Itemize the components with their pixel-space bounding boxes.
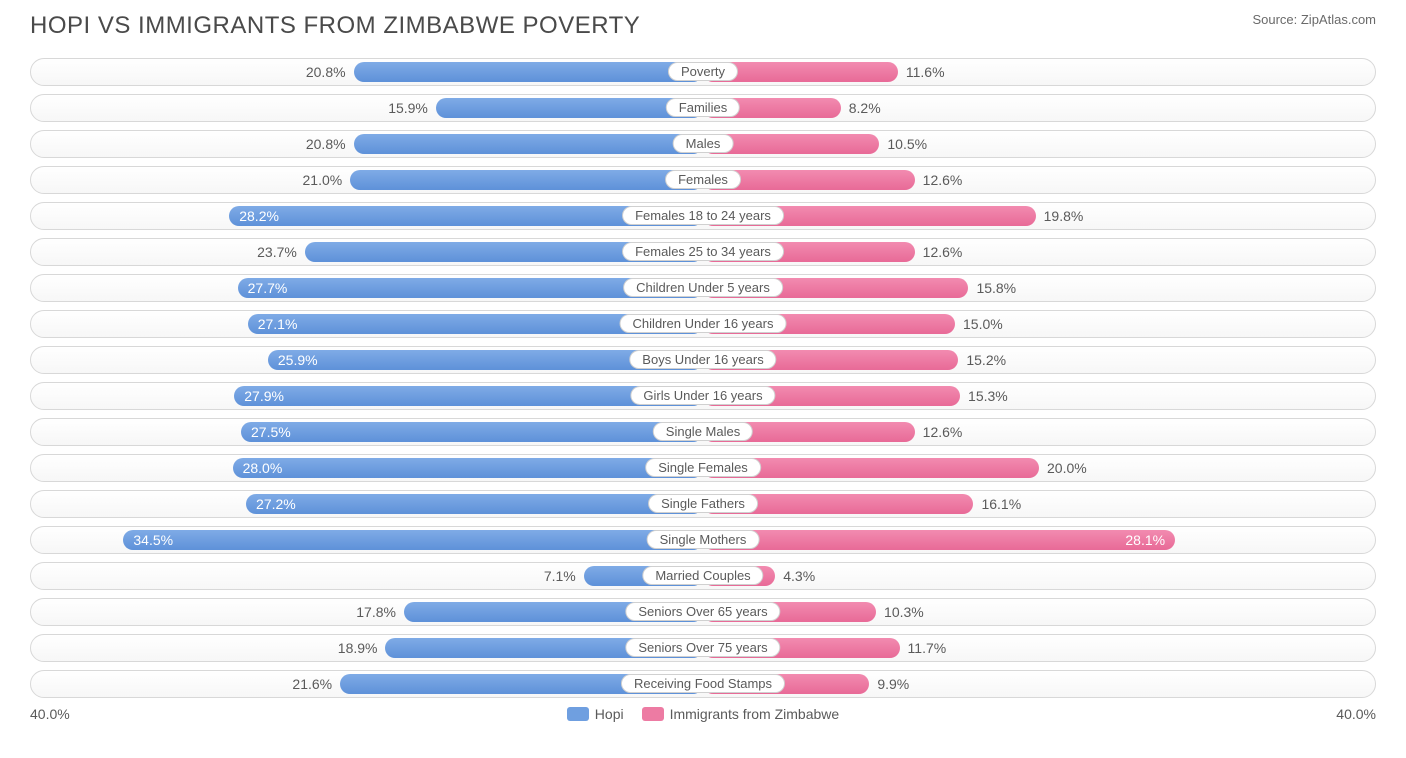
category-label: Females — [665, 170, 741, 189]
chart-title: HOPI VS IMMIGRANTS FROM ZIMBABWE POVERTY — [30, 12, 640, 40]
chart-row: 28.2% 19.8% Females 18 to 24 years — [30, 202, 1376, 230]
category-label: Males — [673, 134, 734, 153]
legend-item-zimbabwe: Immigrants from Zimbabwe — [642, 706, 840, 722]
category-label: Children Under 16 years — [620, 314, 787, 333]
value-label-zimbabwe: 12.6% — [915, 419, 963, 445]
bar-hopi — [123, 530, 703, 550]
value-label-hopi: 23.7% — [257, 239, 305, 265]
axis-max-left: 40.0% — [30, 706, 70, 722]
value-label-hopi: 7.1% — [544, 563, 584, 589]
category-label: Receiving Food Stamps — [621, 674, 785, 693]
bar-zimbabwe — [703, 530, 1175, 550]
chart-header: HOPI VS IMMIGRANTS FROM ZIMBABWE POVERTY… — [30, 12, 1376, 40]
bar-hopi — [354, 134, 703, 154]
value-label-zimbabwe: 28.1% — [1125, 527, 1175, 553]
value-label-zimbabwe: 11.6% — [898, 59, 945, 85]
value-label-hopi: 21.6% — [292, 671, 340, 697]
value-label-zimbabwe: 10.5% — [879, 131, 927, 157]
chart-row: 27.7% 15.8% Children Under 5 years — [30, 274, 1376, 302]
value-label-hopi: 27.5% — [241, 419, 291, 445]
chart-area: 20.8% 11.6% Poverty 15.9% 8.2% Families 20.8% 1… — [30, 58, 1376, 698]
value-label-zimbabwe: 11.7% — [900, 635, 947, 661]
chart-row: 18.9% 11.7% Seniors Over 75 years — [30, 634, 1376, 662]
value-label-zimbabwe: 8.2% — [841, 95, 881, 121]
bar-hopi — [354, 62, 703, 82]
value-label-hopi: 28.0% — [233, 455, 283, 481]
chart-row: 21.6% 9.9% Receiving Food Stamps — [30, 670, 1376, 698]
legend-swatch-zimbabwe — [642, 707, 664, 721]
chart-source: Source: ZipAtlas.com — [1252, 12, 1376, 27]
chart-row: 28.0% 20.0% Single Females — [30, 454, 1376, 482]
chart-row: 27.1% 15.0% Children Under 16 years — [30, 310, 1376, 338]
legend: Hopi Immigrants from Zimbabwe — [567, 706, 839, 722]
value-label-hopi: 20.8% — [306, 59, 354, 85]
value-label-hopi: 34.5% — [123, 527, 173, 553]
category-label: Girls Under 16 years — [630, 386, 775, 405]
chart-row: 20.8% 10.5% Males — [30, 130, 1376, 158]
bar-hopi — [233, 458, 703, 478]
legend-label-zimbabwe: Immigrants from Zimbabwe — [670, 706, 840, 722]
legend-label-hopi: Hopi — [595, 706, 624, 722]
chart-row: 15.9% 8.2% Families — [30, 94, 1376, 122]
chart-footer: 40.0% Hopi Immigrants from Zimbabwe 40.0… — [30, 706, 1376, 722]
value-label-zimbabwe: 15.2% — [958, 347, 1006, 373]
value-label-zimbabwe: 15.8% — [968, 275, 1016, 301]
bar-hopi — [436, 98, 703, 118]
category-label: Families — [666, 98, 740, 117]
value-label-zimbabwe: 12.6% — [915, 239, 963, 265]
value-label-hopi: 27.9% — [234, 383, 284, 409]
category-label: Seniors Over 75 years — [625, 638, 780, 657]
bar-hopi — [241, 422, 703, 442]
category-label: Females 18 to 24 years — [622, 206, 784, 225]
value-label-zimbabwe: 4.3% — [775, 563, 815, 589]
bar-hopi — [350, 170, 703, 190]
value-label-zimbabwe: 12.6% — [915, 167, 963, 193]
value-label-hopi: 20.8% — [306, 131, 354, 157]
value-label-hopi: 28.2% — [229, 203, 279, 229]
category-label: Single Females — [645, 458, 761, 477]
value-label-hopi: 17.8% — [356, 599, 404, 625]
value-label-zimbabwe: 15.0% — [955, 311, 1003, 337]
value-label-hopi: 25.9% — [268, 347, 318, 373]
value-label-hopi: 21.0% — [303, 167, 351, 193]
value-label-zimbabwe: 20.0% — [1039, 455, 1087, 481]
category-label: Seniors Over 65 years — [625, 602, 780, 621]
category-label: Children Under 5 years — [623, 278, 783, 297]
value-label-hopi: 15.9% — [388, 95, 436, 121]
value-label-zimbabwe: 19.8% — [1036, 203, 1084, 229]
value-label-hopi: 27.7% — [238, 275, 288, 301]
category-label: Single Fathers — [648, 494, 758, 513]
chart-row: 21.0% 12.6% Females — [30, 166, 1376, 194]
value-label-zimbabwe: 16.1% — [973, 491, 1021, 517]
value-label-zimbabwe: 10.3% — [876, 599, 924, 625]
chart-row: 25.9% 15.2% Boys Under 16 years — [30, 346, 1376, 374]
value-label-zimbabwe: 15.3% — [960, 383, 1008, 409]
value-label-hopi: 27.1% — [248, 311, 298, 337]
chart-row: 20.8% 11.6% Poverty — [30, 58, 1376, 86]
bar-hopi — [246, 494, 703, 514]
chart-row: 27.2% 16.1% Single Fathers — [30, 490, 1376, 518]
chart-row: 23.7% 12.6% Females 25 to 34 years — [30, 238, 1376, 266]
chart-row: 27.5% 12.6% Single Males — [30, 418, 1376, 446]
category-label: Married Couples — [642, 566, 763, 585]
category-label: Boys Under 16 years — [629, 350, 776, 369]
category-label: Females 25 to 34 years — [622, 242, 784, 261]
axis-max-right: 40.0% — [1336, 706, 1376, 722]
chart-row: 17.8% 10.3% Seniors Over 65 years — [30, 598, 1376, 626]
category-label: Single Males — [653, 422, 753, 441]
chart-row: 34.5% 28.1% Single Mothers — [30, 526, 1376, 554]
category-label: Poverty — [668, 62, 738, 81]
legend-swatch-hopi — [567, 707, 589, 721]
legend-item-hopi: Hopi — [567, 706, 624, 722]
value-label-hopi: 18.9% — [338, 635, 386, 661]
chart-row: 7.1% 4.3% Married Couples — [30, 562, 1376, 590]
value-label-zimbabwe: 9.9% — [869, 671, 909, 697]
chart-row: 27.9% 15.3% Girls Under 16 years — [30, 382, 1376, 410]
category-label: Single Mothers — [647, 530, 760, 549]
value-label-hopi: 27.2% — [246, 491, 296, 517]
